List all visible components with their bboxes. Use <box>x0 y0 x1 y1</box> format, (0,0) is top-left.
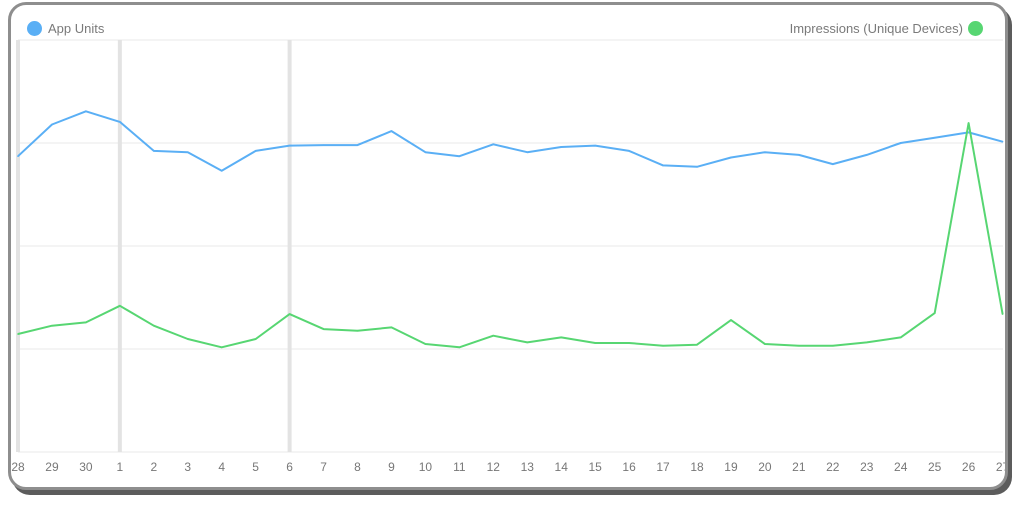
impressions-line-point <box>119 305 121 307</box>
x-tick-label: 19 <box>724 460 738 474</box>
app-units-line-point <box>187 151 189 153</box>
impressions-line-point <box>832 345 834 347</box>
app-units-line-point <box>526 151 528 153</box>
impressions-line-point <box>866 342 868 344</box>
app-units-legend-dot <box>27 20 42 36</box>
app-units-line-point <box>866 154 868 156</box>
x-tick-label: 7 <box>320 460 327 474</box>
app-units-line-point <box>493 144 495 146</box>
app-units-line-point <box>968 132 970 134</box>
x-tick-label: 1 <box>117 460 124 474</box>
x-tick-label: 12 <box>487 460 501 474</box>
app-units-line-point <box>323 144 325 146</box>
x-tick-label: 26 <box>962 460 976 474</box>
impressions-line-point <box>968 122 970 124</box>
x-tick-label: 23 <box>860 460 874 474</box>
impressions-legend-dot <box>968 20 983 36</box>
impressions-line-point <box>357 330 359 332</box>
legend-impressions[interactable]: Impressions (Unique Devices) <box>790 19 983 37</box>
x-tick-label: 9 <box>388 460 395 474</box>
x-tick-label: 30 <box>79 460 93 474</box>
impressions-line-point <box>289 313 291 315</box>
app-units-line-point <box>51 124 53 126</box>
x-tick-label: 13 <box>521 460 535 474</box>
impressions-line-point <box>900 337 902 339</box>
x-tick-label: 3 <box>184 460 191 474</box>
impressions-line-point <box>1002 313 1004 315</box>
impressions-line-point <box>323 328 325 330</box>
x-tick-label: 10 <box>419 460 433 474</box>
app-units-line-point <box>357 144 359 146</box>
impressions-line-point <box>560 337 562 339</box>
app-units-line <box>18 111 1003 170</box>
x-tick-label: 5 <box>252 460 259 474</box>
impressions-line-point <box>425 343 427 345</box>
app-units-line-point <box>934 137 936 139</box>
x-tick-label: 2 <box>150 460 157 474</box>
x-tick-label: 20 <box>758 460 772 474</box>
x-tick-label: 25 <box>928 460 942 474</box>
x-tick-label: 18 <box>690 460 704 474</box>
app-units-line-point <box>560 146 562 148</box>
x-tick-label: 8 <box>354 460 361 474</box>
impressions-line-point <box>153 325 155 327</box>
app-units-line-point <box>696 166 698 168</box>
app-units-line-point <box>391 130 393 132</box>
impressions-line-point <box>594 342 596 344</box>
impressions-line-point <box>798 345 800 347</box>
impressions-line-point <box>662 345 664 347</box>
impressions-line-point <box>526 342 528 344</box>
app-units-legend-label: App Units <box>48 20 105 36</box>
impressions-line-point <box>51 325 53 327</box>
x-tick-label: 21 <box>792 460 806 474</box>
app-units-line-point <box>628 150 630 152</box>
x-tick-label: 29 <box>45 460 59 474</box>
x-tick-label: 11 <box>453 460 466 474</box>
impressions-line-point <box>85 322 87 324</box>
app-units-line-point <box>153 150 155 152</box>
app-units-line-point <box>798 154 800 156</box>
app-units-line-point <box>17 155 19 157</box>
impressions-line-point <box>764 343 766 345</box>
x-tick-label: 15 <box>588 460 602 474</box>
impressions-line-point <box>628 342 630 344</box>
x-tick-label: 17 <box>656 460 670 474</box>
impressions-line-point <box>187 338 189 340</box>
app-units-line-point <box>730 157 732 159</box>
impressions-line-point <box>730 319 732 321</box>
impressions-line-point <box>696 344 698 346</box>
impressions-line-point <box>255 338 257 340</box>
x-tick-label: 24 <box>894 460 908 474</box>
x-tick-label: 6 <box>286 460 293 474</box>
x-tick-label: 28 <box>11 460 25 474</box>
app-units-line-point <box>1002 141 1004 143</box>
app-units-line-point <box>255 150 257 152</box>
app-units-line-point <box>221 170 223 172</box>
app-units-line-point <box>289 145 291 147</box>
app-units-line-point <box>425 151 427 153</box>
impressions-line-point <box>934 312 936 314</box>
app-units-line-point <box>594 145 596 147</box>
impressions-line-point <box>459 347 461 349</box>
impressions-line-point <box>391 327 393 329</box>
app-units-line-point <box>900 142 902 144</box>
app-units-line-point <box>764 151 766 153</box>
app-units-line-point <box>85 111 87 113</box>
impressions-line <box>18 123 1003 347</box>
app-units-line-point <box>832 163 834 165</box>
app-units-line-point <box>119 121 121 123</box>
impressions-line-point <box>221 347 223 349</box>
app-units-line-point <box>662 165 664 167</box>
x-tick-label: 16 <box>622 460 636 474</box>
impressions-legend-label: Impressions (Unique Devices) <box>789 20 963 36</box>
impressions-line-point <box>17 333 19 335</box>
app-units-line-point <box>459 155 461 157</box>
x-tick-label: 22 <box>826 460 840 474</box>
x-tick-label: 4 <box>218 460 225 474</box>
impressions-line-point <box>493 335 495 337</box>
x-tick-label: 14 <box>555 460 569 474</box>
legend-app-units[interactable]: App Units <box>27 19 104 37</box>
